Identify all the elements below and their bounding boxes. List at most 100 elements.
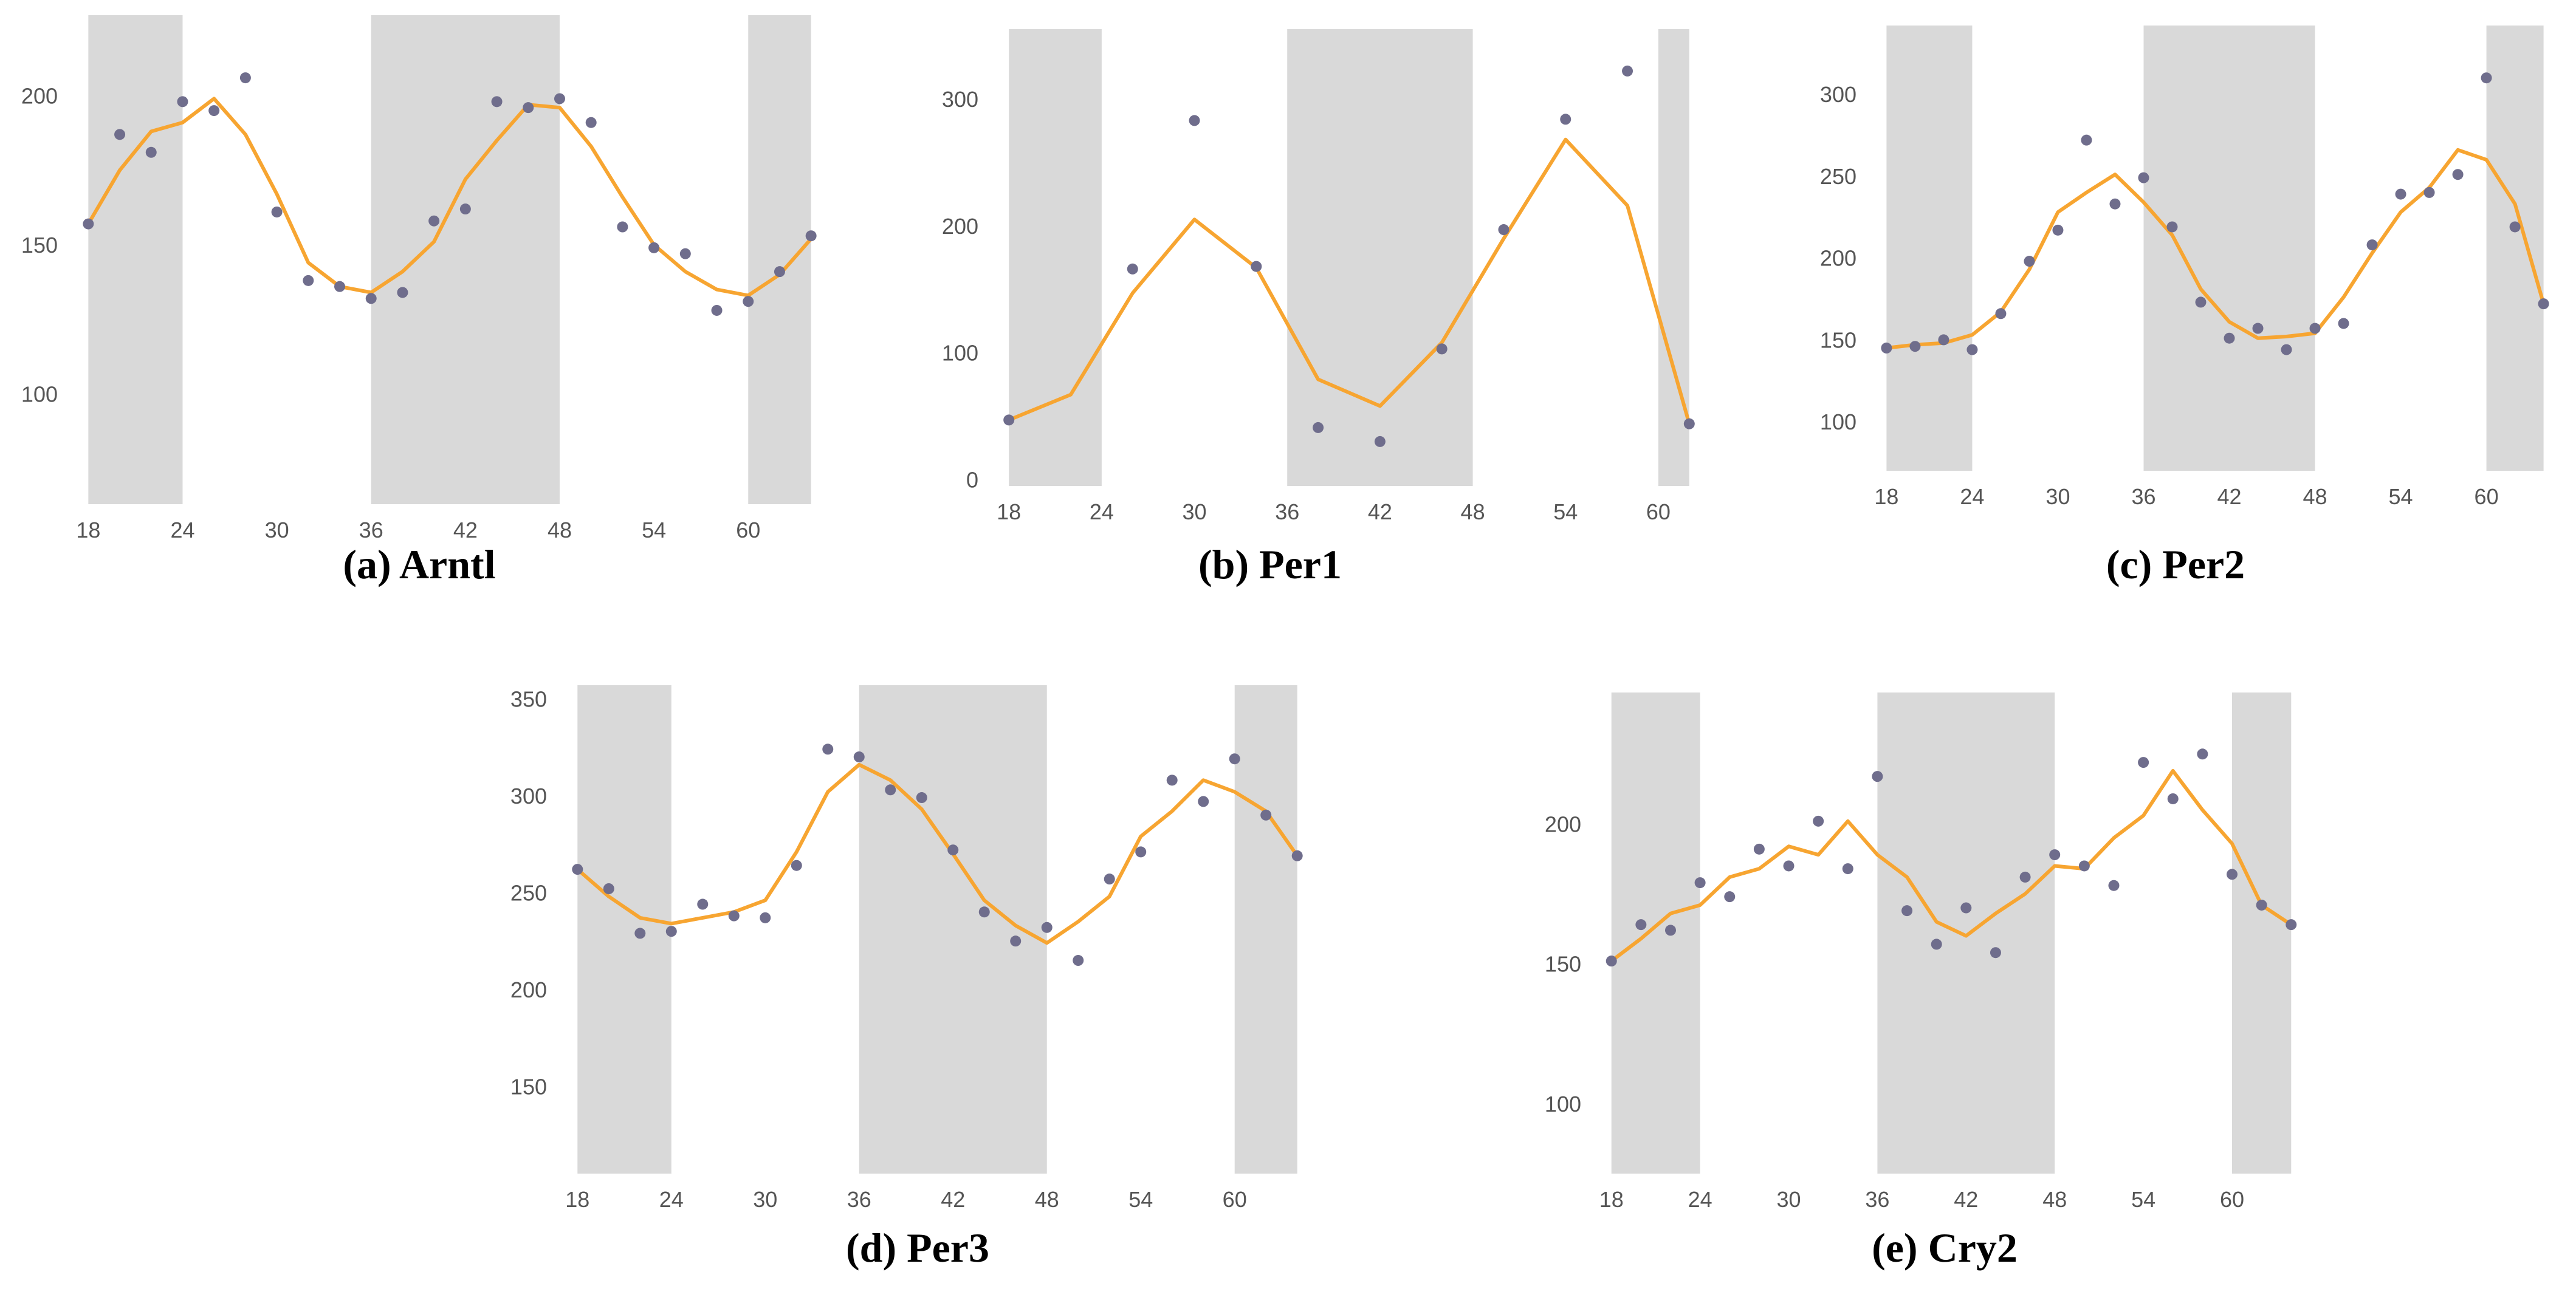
y-tick-label: 300 xyxy=(1820,82,1856,107)
data-point xyxy=(523,102,534,114)
x-tick-label: 48 xyxy=(548,518,572,542)
data-point xyxy=(1560,114,1571,125)
data-point xyxy=(2309,323,2321,334)
y-tick-label: 100 xyxy=(942,341,978,366)
data-point xyxy=(1960,902,1972,914)
x-tick-label: 42 xyxy=(1368,499,1392,524)
x-tick-label: 54 xyxy=(2389,484,2413,509)
x-tick-label: 18 xyxy=(1599,1187,1624,1212)
data-point xyxy=(2423,186,2435,198)
data-point xyxy=(1995,308,2007,320)
data-point xyxy=(1753,843,1765,855)
x-tick-label: 24 xyxy=(1090,499,1114,524)
data-point xyxy=(743,296,754,307)
night-band xyxy=(2143,26,2315,471)
data-point xyxy=(1198,796,1209,807)
x-tick-label: 48 xyxy=(1461,499,1485,524)
data-point xyxy=(365,293,377,304)
night-band xyxy=(1886,26,1973,471)
data-point xyxy=(2138,172,2149,183)
data-point xyxy=(728,910,740,922)
data-point xyxy=(303,275,314,286)
chart-cry2: 100 150 200 18 24 30 36 42 48 54 60 xyxy=(1545,693,2297,1212)
x-tick-label: 54 xyxy=(1128,1187,1153,1212)
x-tick-label: 24 xyxy=(170,518,194,542)
data-point xyxy=(554,93,565,104)
x-tick-label: 48 xyxy=(1035,1187,1059,1212)
data-point xyxy=(2538,298,2549,310)
x-tick-label: 24 xyxy=(1960,484,1984,509)
x-tick-label: 48 xyxy=(2042,1187,2067,1212)
chart-per2: 100 150 200 250 300 18 24 30 36 42 48 54 60 xyxy=(1820,26,2549,509)
night-band xyxy=(2486,26,2544,471)
data-point xyxy=(334,281,346,292)
data-point xyxy=(1664,925,1676,936)
data-point xyxy=(2109,198,2121,210)
fit-line xyxy=(1609,768,2293,963)
x-tick-label: 24 xyxy=(659,1187,684,1212)
y-tick-label: 200 xyxy=(21,84,58,109)
data-point xyxy=(1909,341,1921,352)
data-point xyxy=(1189,115,1200,126)
y-tick-label: 100 xyxy=(1545,1092,1581,1117)
y-tick-label: 300 xyxy=(942,87,978,112)
x-tick-label: 42 xyxy=(2217,484,2241,509)
data-point xyxy=(1813,815,1824,827)
y-tick-label: 250 xyxy=(510,880,547,905)
data-point xyxy=(665,926,677,937)
data-point xyxy=(2167,793,2179,804)
chart-arntl: 100 150 200 18 24 30 36 42 48 54 60 xyxy=(21,15,817,542)
fit-line xyxy=(1007,137,1691,426)
data-point xyxy=(1872,771,1883,782)
data-point xyxy=(1901,905,1913,917)
data-point xyxy=(2452,169,2464,180)
data-point xyxy=(1683,418,1695,429)
y-tick-label: 150 xyxy=(1545,952,1581,977)
data-point xyxy=(916,792,927,804)
data-point xyxy=(2052,224,2064,236)
night-band xyxy=(859,685,1047,1174)
data-point xyxy=(1073,955,1084,966)
x-tick-label: 60 xyxy=(1646,499,1671,524)
chart-title: (c) Per2 xyxy=(2106,541,2245,587)
data-point xyxy=(2019,871,2031,883)
data-point xyxy=(1127,263,1138,275)
x-tick-label: 42 xyxy=(941,1187,965,1212)
night-band xyxy=(2232,693,2292,1174)
data-point xyxy=(1260,809,1272,821)
data-point xyxy=(2481,72,2492,84)
data-point xyxy=(1724,891,1736,903)
data-point xyxy=(1436,343,1448,355)
data-point xyxy=(459,203,471,215)
data-point xyxy=(572,864,583,875)
fit-line xyxy=(86,97,813,298)
data-point xyxy=(1881,342,1892,354)
data-point xyxy=(1694,877,1706,889)
data-point xyxy=(1135,846,1147,858)
x-tick-label: 54 xyxy=(1553,499,1578,524)
night-band xyxy=(1009,29,1102,486)
data-point xyxy=(947,844,959,856)
chart-title: (b) Per1 xyxy=(1198,541,1342,587)
data-point xyxy=(634,928,646,939)
night-band xyxy=(1658,29,1689,486)
x-tick-label: 30 xyxy=(265,518,289,542)
x-tick-label: 18 xyxy=(565,1187,589,1212)
x-tick-label: 60 xyxy=(1223,1187,1247,1212)
data-point xyxy=(2138,757,2149,768)
data-point xyxy=(2195,296,2207,308)
x-tick-label: 60 xyxy=(736,518,760,542)
data-point xyxy=(83,218,94,230)
data-point xyxy=(697,898,709,910)
data-point xyxy=(617,221,628,233)
data-point xyxy=(2286,919,2297,931)
data-point xyxy=(679,248,691,259)
data-point xyxy=(585,117,597,128)
x-tick-label: 18 xyxy=(1874,484,1898,509)
night-band xyxy=(88,15,183,504)
data-point xyxy=(853,751,865,763)
data-point xyxy=(1166,775,1178,786)
y-tick-label: 300 xyxy=(510,784,547,809)
data-point xyxy=(1003,414,1015,426)
data-point xyxy=(885,784,896,796)
